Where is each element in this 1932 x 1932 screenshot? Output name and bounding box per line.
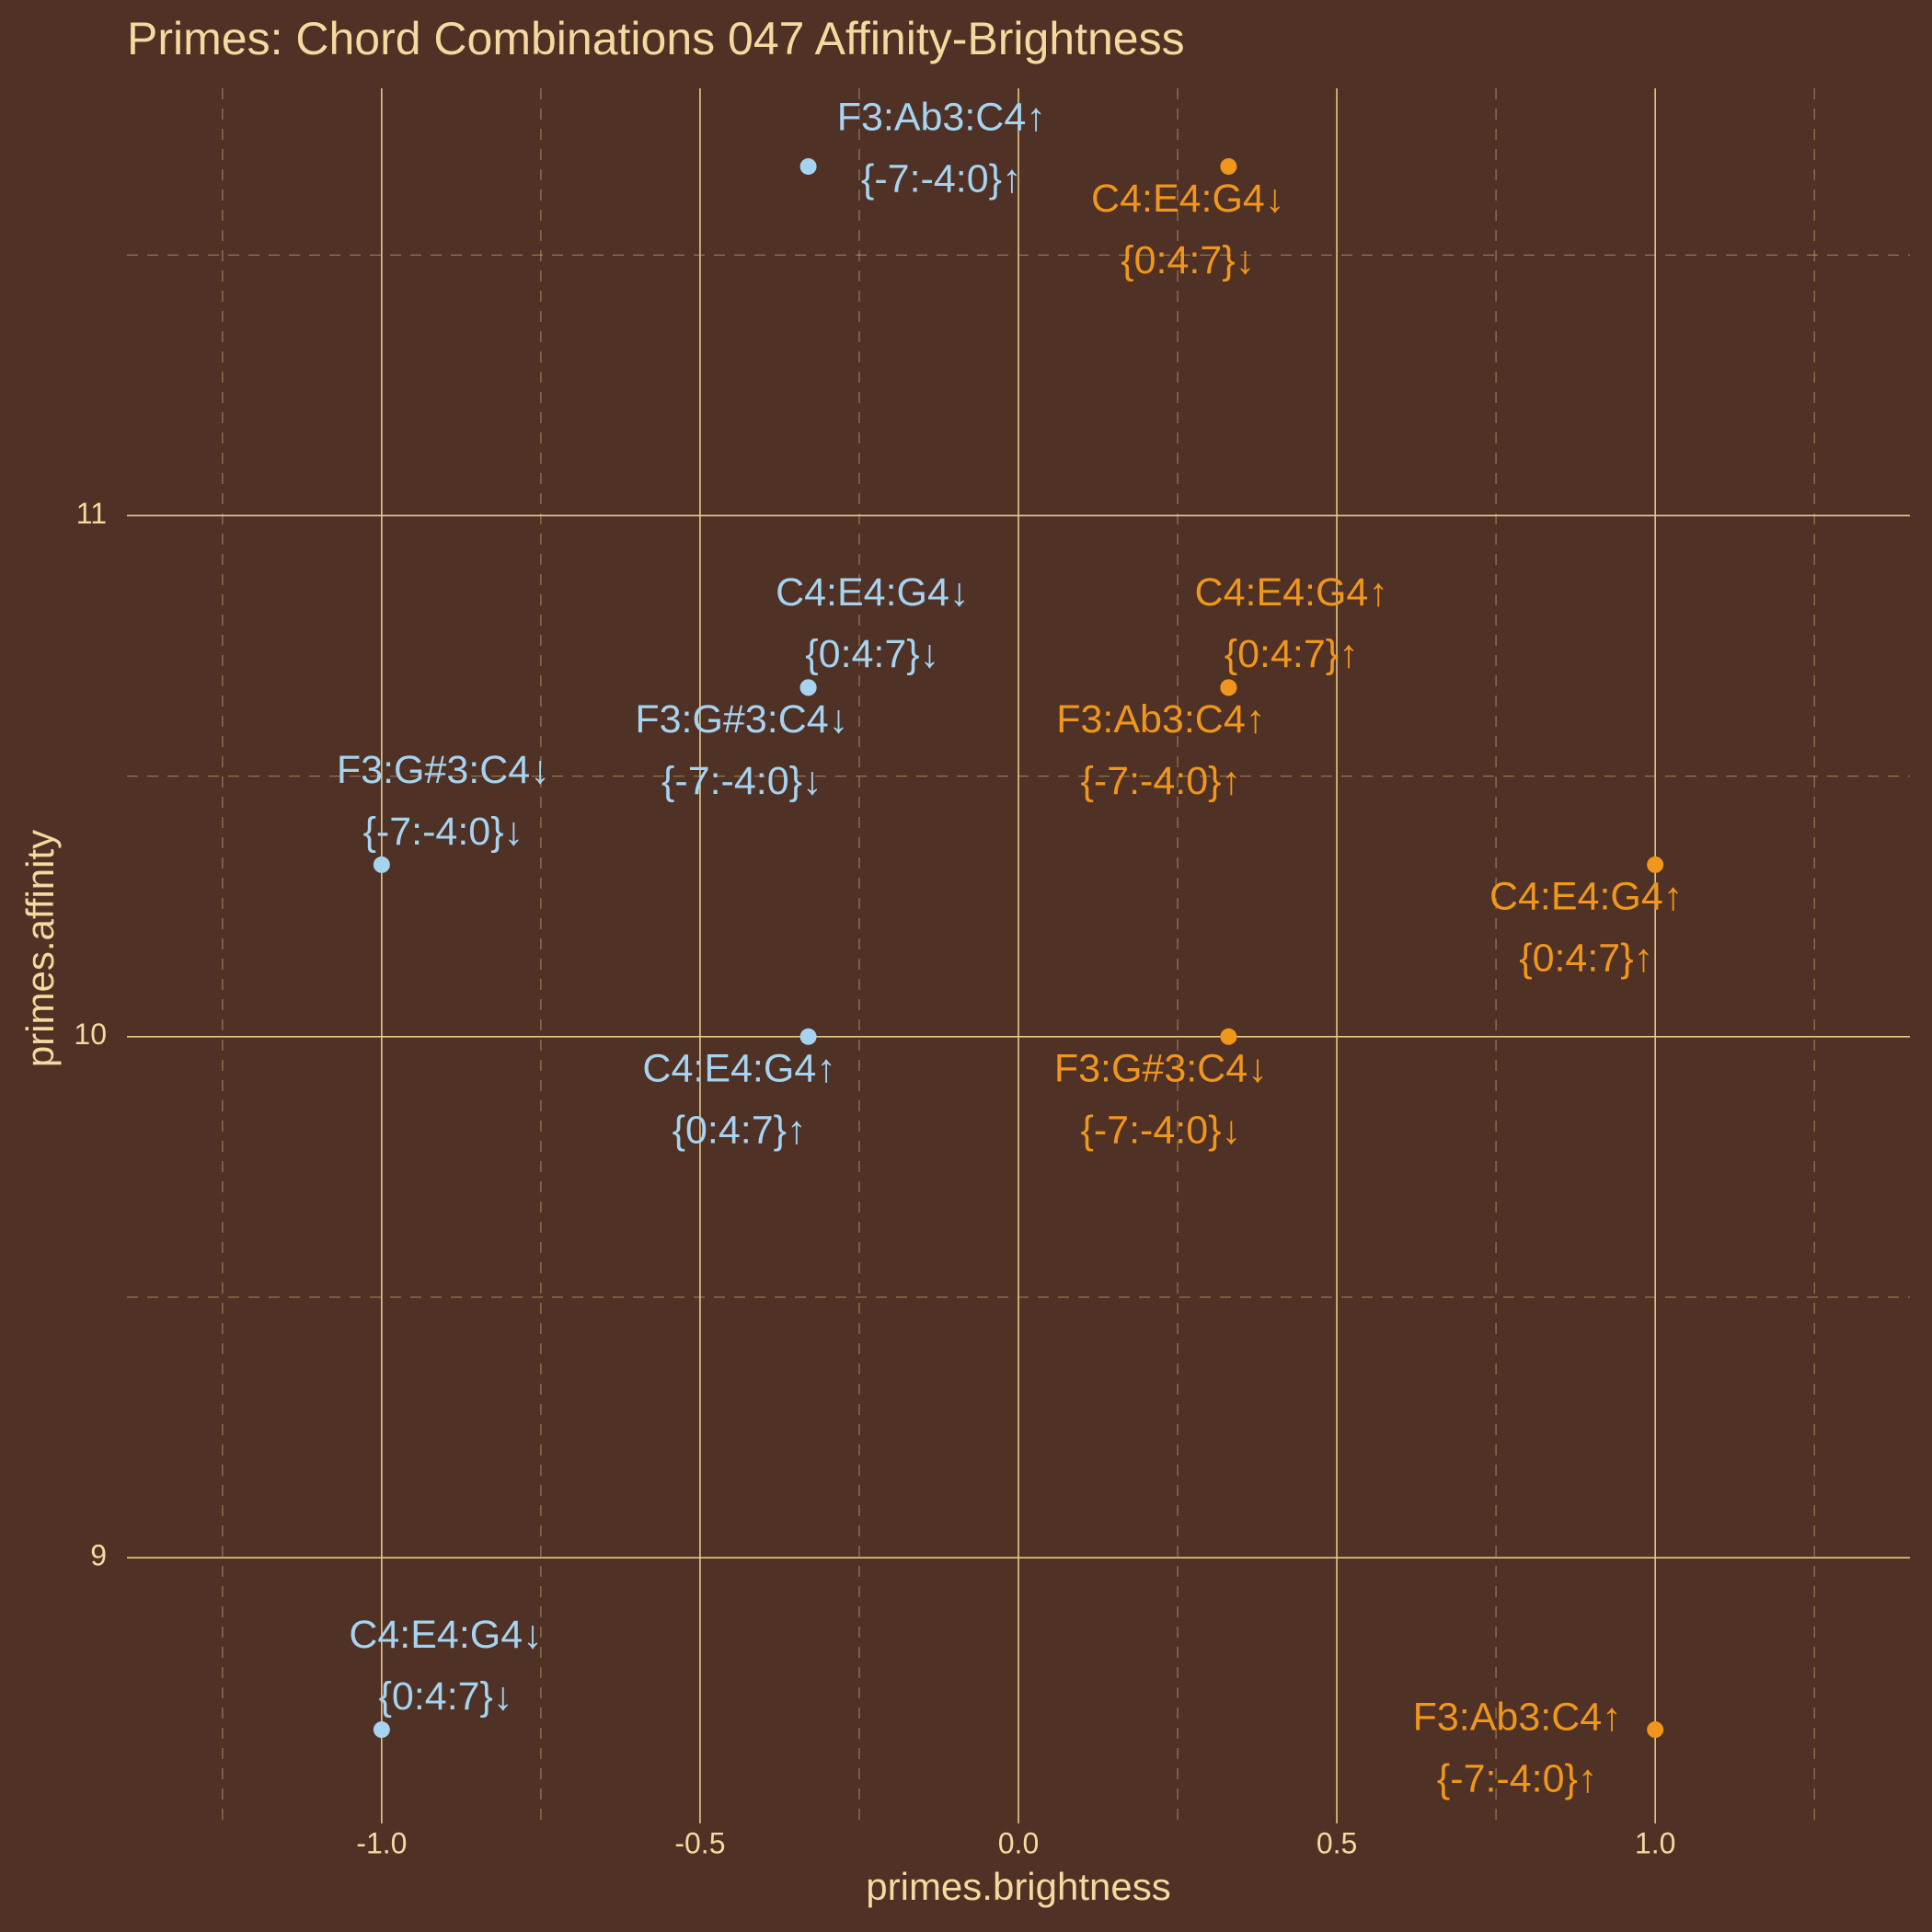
point-label: F3:G#3:C4↓: [337, 748, 550, 792]
point-label: F3:Ab3:C4↑: [1413, 1696, 1622, 1740]
point: [1220, 1028, 1237, 1045]
point-label: C4:E4:G4↓: [349, 1613, 542, 1657]
x-tick-label: 0.5: [1317, 1826, 1357, 1859]
point-label: {0:4:7}↑: [1519, 937, 1653, 981]
point: [799, 157, 817, 175]
y-tick-label: 11: [76, 497, 107, 530]
point-label: {0:4:7}↑: [1225, 632, 1359, 676]
x-tick-label: 1.0: [1635, 1826, 1675, 1859]
point-label: C4:E4:G4↓: [1091, 177, 1284, 221]
chart-title: Primes: Chord Combinations 047 Affinity-…: [127, 13, 1185, 64]
point-label: C4:E4:G4↑: [642, 1047, 835, 1091]
y-tick-label: 10: [74, 1018, 107, 1051]
x-tick-label: -1.0: [356, 1826, 407, 1859]
point-label: {-7:-4:0}↓: [661, 759, 822, 803]
x-tick-label: -0.5: [674, 1826, 725, 1859]
y-tick-label: 9: [90, 1539, 107, 1572]
point-label: F3:G#3:C4↓: [635, 697, 848, 742]
point-label: {0:4:7}↑: [673, 1109, 807, 1153]
point-label: {-7:-4:0}↑: [1080, 759, 1241, 803]
y-axis-title: primes.affinity: [18, 830, 62, 1067]
point-label: C4:E4:G4↑: [1489, 875, 1683, 919]
point: [1220, 157, 1237, 175]
point-label: C4:E4:G4↓: [776, 570, 969, 615]
point-label: {-7:-4:0}↓: [1080, 1109, 1241, 1153]
point-label: {-7:-4:0}↑: [1437, 1757, 1598, 1801]
point: [373, 1721, 390, 1739]
point-label: {0:4:7}↓: [1121, 238, 1255, 282]
point: [799, 679, 817, 696]
point: [1647, 856, 1664, 873]
point-label: C4:E4:G4↑: [1195, 570, 1388, 615]
x-axis-title: primes.brightness: [866, 1865, 1170, 1908]
point: [1647, 1721, 1664, 1739]
x-tick-label: 0.0: [998, 1826, 1039, 1859]
point-label: F3:Ab3:C4↑: [1056, 697, 1265, 742]
point: [373, 856, 390, 873]
point-label: {0:4:7}↓: [805, 632, 939, 676]
point-label: {0:4:7}↓: [379, 1674, 513, 1719]
point-label: F3:G#3:C4↓: [1054, 1047, 1268, 1091]
point-label: F3:Ab3:C4↑: [837, 95, 1046, 139]
point: [1220, 679, 1237, 696]
point-label: {-7:-4:0}↓: [363, 810, 524, 854]
point-label: {-7:-4:0}↑: [861, 156, 1022, 201]
point: [799, 1028, 817, 1045]
